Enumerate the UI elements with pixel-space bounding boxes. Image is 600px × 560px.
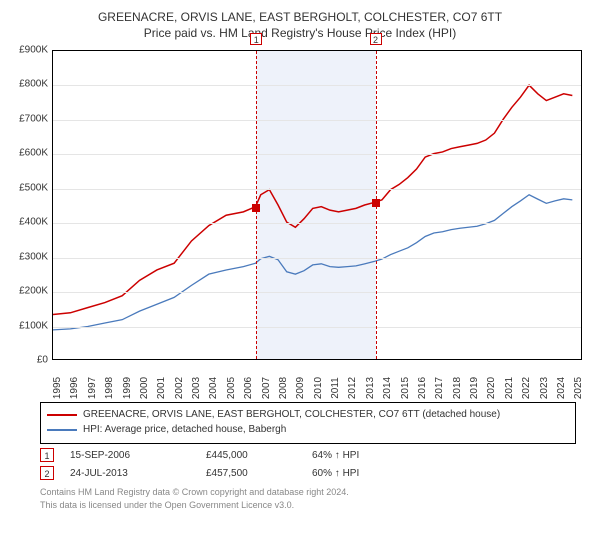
x-tick-label: 2022 [521,377,532,399]
legend-row-property: GREENACRE, ORVIS LANE, EAST BERGHOLT, CO… [47,407,569,422]
y-tick-label: £200K [8,286,48,297]
x-tick-label: 2013 [365,377,376,399]
gridline [53,223,581,224]
x-tick-label: 2011 [330,377,341,399]
y-tick-label: £700K [8,113,48,124]
shade-band [256,51,375,359]
gridline [53,292,581,293]
sale-date-1: 15-SEP-2006 [70,450,190,461]
x-tick-label: 2002 [174,377,185,399]
x-tick-label: 2006 [243,377,254,399]
legend: GREENACRE, ORVIS LANE, EAST BERGHOLT, CO… [40,402,576,444]
x-tick-label: 2021 [504,377,515,399]
sales-table: 1 15-SEP-2006 £445,000 64% ↑ HPI 2 24-JU… [40,448,590,480]
y-tick-label: £300K [8,251,48,262]
x-tick-label: 2024 [556,377,567,399]
x-axis-labels: 1995199619971998199920002001200220032004… [52,366,582,394]
y-tick-label: £900K [8,45,48,56]
table-row: 1 15-SEP-2006 £445,000 64% ↑ HPI [40,448,590,462]
x-tick-label: 2017 [434,377,445,399]
gridline [53,258,581,259]
sale-label-box: 1 [250,33,262,45]
x-tick-label: 2004 [208,377,219,399]
sale-price-2: £457,500 [206,468,296,479]
chart-container: £0 £100K £200K £300K £400K £500K £600K £700K £80… [10,44,590,394]
sale-hpi-2: 60% ↑ HPI [312,468,402,479]
x-tick-label: 2005 [226,377,237,399]
x-tick-label: 1996 [69,377,80,399]
sale-index-box-2: 2 [40,466,54,480]
gridline [53,189,581,190]
y-tick-label: £800K [8,79,48,90]
x-tick-label: 2012 [347,377,358,399]
x-tick-label: 2015 [400,377,411,399]
gridline [53,327,581,328]
x-tick-label: 2019 [469,377,480,399]
sale-date-2: 24-JUL-2013 [70,468,190,479]
x-tick-label: 2025 [573,377,584,399]
x-tick-label: 2016 [417,377,428,399]
title-line1: GREENACRE, ORVIS LANE, EAST BERGHOLT, CO… [10,10,590,24]
legend-label-property: GREENACRE, ORVIS LANE, EAST BERGHOLT, CO… [83,407,500,422]
y-axis-labels: £0£100K£200K£300K£400K£500K£600K£700K£80… [10,50,50,360]
legend-row-hpi: HPI: Average price, detached house, Babe… [47,422,569,437]
x-tick-label: 2020 [486,377,497,399]
y-tick-label: £100K [8,320,48,331]
y-tick-label: £500K [8,182,48,193]
x-tick-label: 1999 [122,377,133,399]
x-tick-label: 2010 [313,377,324,399]
sale-marker [252,204,260,212]
legend-swatch-hpi [47,429,77,431]
sale-label-box: 2 [370,33,382,45]
y-tick-label: £400K [8,217,48,228]
footer-line1: Contains HM Land Registry data © Crown c… [40,486,590,499]
x-tick-label: 2000 [139,377,150,399]
y-tick-label: £600K [8,148,48,159]
sale-marker [372,199,380,207]
x-tick-label: 2007 [261,377,272,399]
x-tick-label: 2009 [295,377,306,399]
y-tick-label: £0 [8,355,48,366]
sale-price-1: £445,000 [206,450,296,461]
x-tick-label: 2023 [539,377,550,399]
x-tick-label: 1998 [104,377,115,399]
x-tick-label: 2001 [156,377,167,399]
title-line2: Price paid vs. HM Land Registry's House … [10,26,590,40]
gridline [53,85,581,86]
x-tick-label: 2003 [191,377,202,399]
x-tick-label: 1997 [87,377,98,399]
x-tick-label: 2008 [278,377,289,399]
legend-swatch-property [47,414,77,416]
x-tick-label: 1995 [52,377,63,399]
gridline [53,154,581,155]
footer-line2: This data is licensed under the Open Gov… [40,499,590,512]
chart-title-block: GREENACRE, ORVIS LANE, EAST BERGHOLT, CO… [10,10,590,40]
x-tick-label: 2018 [452,377,463,399]
x-tick-label: 2014 [382,377,393,399]
footer-attribution: Contains HM Land Registry data © Crown c… [40,486,590,511]
table-row: 2 24-JUL-2013 £457,500 60% ↑ HPI [40,466,590,480]
legend-label-hpi: HPI: Average price, detached house, Babe… [83,422,286,437]
sale-index-box-1: 1 [40,448,54,462]
gridline [53,120,581,121]
sale-hpi-1: 64% ↑ HPI [312,450,402,461]
plot-area: 12 [52,50,582,360]
